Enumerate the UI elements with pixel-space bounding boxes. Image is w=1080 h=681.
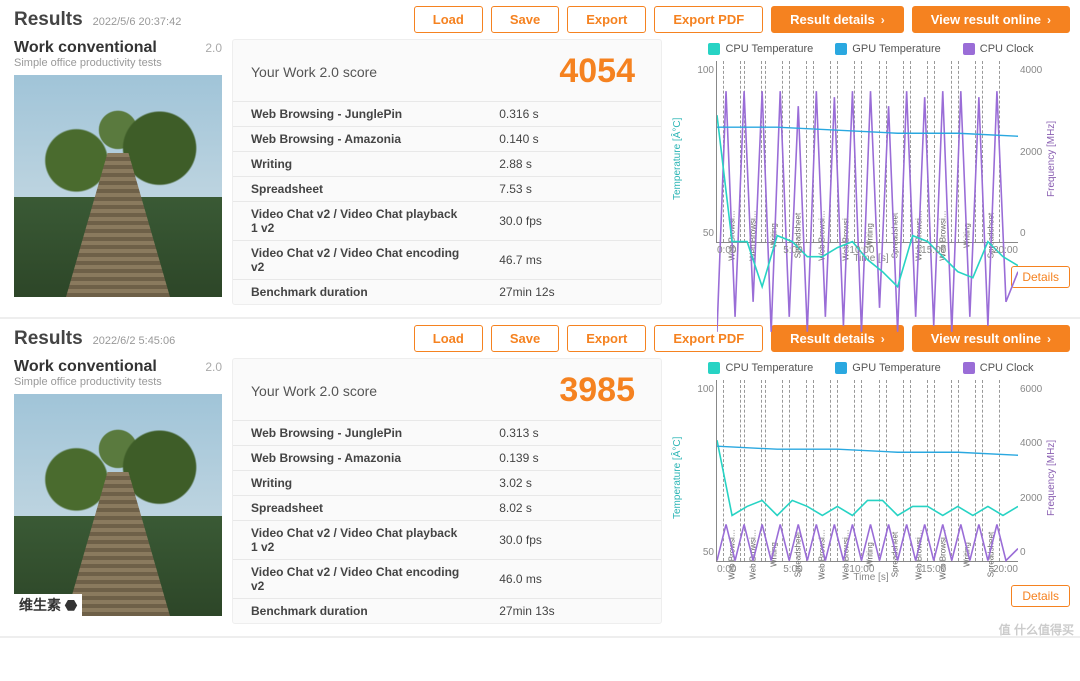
monitoring-chart: Temperature [Â°C] 10050 Web Browsi…Web B…	[672, 61, 1070, 257]
table-row: Writing3.02 s	[233, 471, 661, 496]
chevron-right-icon: ›	[881, 13, 885, 27]
export-button[interactable]: Export	[567, 325, 646, 352]
export-pdf-button[interactable]: Export PDF	[654, 6, 763, 33]
chevron-right-icon: ›	[881, 332, 885, 346]
table-row: Video Chat v2 / Video Chat playback 1 v2…	[233, 202, 661, 241]
score-label: Your Work 2.0 score	[251, 383, 377, 399]
monitoring-chart: Temperature [Â°C] 10050 Web Browsi…Web B…	[672, 380, 1070, 576]
table-row: Video Chat v2 / Video Chat encoding v246…	[233, 560, 661, 599]
table-row: Video Chat v2 / Video Chat playback 1 v2…	[233, 521, 661, 560]
result-panel: Results 2022/6/2 5:45:06 Load Save Expor…	[0, 319, 1080, 638]
results-table: Web Browsing - JunglePin0.316 sWeb Brows…	[233, 101, 661, 304]
table-row: Writing2.88 s	[233, 152, 661, 177]
table-row: Spreadsheet7.53 s	[233, 177, 661, 202]
table-row: Spreadsheet8.02 s	[233, 496, 661, 521]
score-card: Your Work 2.0 score 3985 Web Browsing - …	[232, 358, 662, 624]
results-table: Web Browsing - JunglePin0.313 sWeb Brows…	[233, 420, 661, 623]
test-thumbnail	[14, 75, 222, 297]
test-subtitle: Simple office productivity tests	[14, 57, 222, 69]
table-row: Web Browsing - JunglePin0.316 s	[233, 102, 661, 127]
results-heading: Results	[14, 9, 83, 31]
results-heading: Results	[14, 328, 83, 350]
table-row: Benchmark duration27min 13s	[233, 599, 661, 624]
thumbnail-watermark: 维生素 ⬣	[14, 594, 82, 616]
page-watermark: 值 什么值得买	[999, 621, 1074, 638]
view-result-online-button[interactable]: View result online›	[912, 6, 1070, 33]
table-row: Web Browsing - Amazonia0.140 s	[233, 127, 661, 152]
test-subtitle: Simple office productivity tests	[14, 376, 222, 388]
test-title: Work conventional	[14, 358, 157, 376]
test-version: 2.0	[205, 360, 222, 374]
table-row: Benchmark duration27min 12s	[233, 280, 661, 305]
save-button[interactable]: Save	[491, 325, 559, 352]
score-label: Your Work 2.0 score	[251, 64, 377, 80]
test-thumbnail: 维生素 ⬣	[14, 394, 222, 616]
load-button[interactable]: Load	[414, 6, 483, 33]
score-card: Your Work 2.0 score 4054 Web Browsing - …	[232, 39, 662, 305]
test-version: 2.0	[205, 41, 222, 55]
chart-details-button[interactable]: Details	[1011, 266, 1070, 288]
test-title: Work conventional	[14, 39, 157, 57]
table-row: Web Browsing - JunglePin0.313 s	[233, 421, 661, 446]
save-button[interactable]: Save	[491, 6, 559, 33]
score-value: 3985	[559, 371, 635, 410]
result-panel: Results 2022/5/6 20:37:42 Load Save Expo…	[0, 0, 1080, 319]
chart-legend: CPU Temperature GPU Temperature CPU Cloc…	[672, 39, 1070, 61]
result-timestamp: 2022/5/6 20:37:42	[93, 16, 182, 28]
chevron-right-icon: ›	[1047, 332, 1051, 346]
chart-details-button[interactable]: Details	[1011, 585, 1070, 607]
score-value: 4054	[559, 52, 635, 91]
result-timestamp: 2022/6/2 5:45:06	[93, 335, 176, 347]
table-row: Web Browsing - Amazonia0.139 s	[233, 446, 661, 471]
chevron-right-icon: ›	[1047, 13, 1051, 27]
export-button[interactable]: Export	[567, 6, 646, 33]
result-details-button[interactable]: Result details›	[771, 6, 904, 33]
load-button[interactable]: Load	[414, 325, 483, 352]
table-row: Video Chat v2 / Video Chat encoding v246…	[233, 241, 661, 280]
